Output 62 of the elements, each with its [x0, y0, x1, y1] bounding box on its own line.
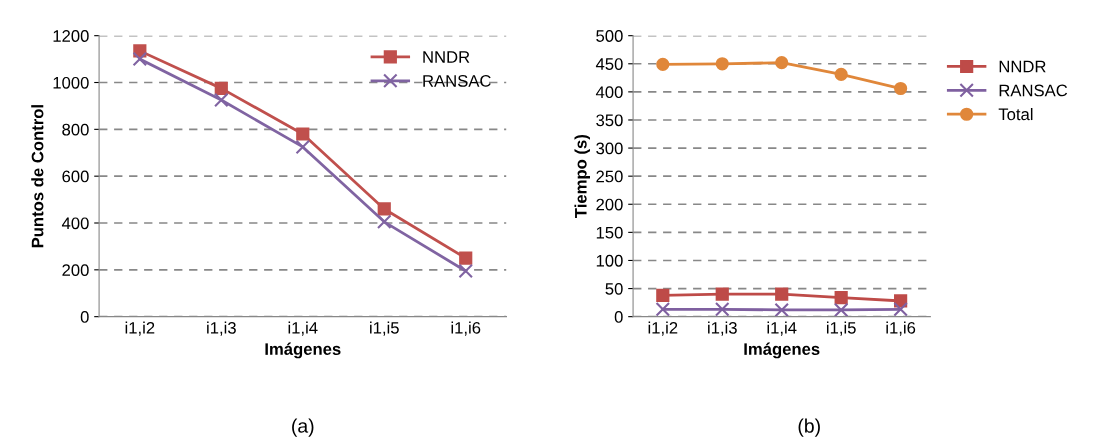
y-tick-label: 0 [80, 311, 89, 323]
y-tick-label: 200 [596, 198, 623, 211]
legend-label: NNDR [999, 60, 1046, 73]
point [459, 251, 473, 265]
point [214, 81, 228, 95]
point [775, 56, 789, 70]
point [132, 51, 148, 67]
point [296, 127, 310, 141]
y-axis-title: Tiempo (s) [574, 135, 590, 218]
y-tick-label: 350 [596, 114, 623, 127]
point [893, 302, 908, 317]
point [458, 263, 474, 279]
point [377, 202, 391, 216]
text: (b) [798, 418, 820, 437]
point [715, 287, 729, 301]
y-tick-label: 250 [596, 170, 623, 183]
point [834, 67, 848, 82]
point [656, 288, 670, 302]
y-tick-label: 450 [595, 58, 623, 70]
legend-label: RANSAC [423, 74, 491, 87]
point [774, 302, 789, 318]
y-tick-label: 150 [596, 226, 623, 239]
x-axis-title: Imágenes [265, 342, 341, 359]
x-tick-label: i1,i5 [370, 321, 399, 336]
y-tick-label: 1200 [53, 30, 89, 42]
x-tick-label: i1,i5 [826, 321, 856, 336]
y-tick-label: 100 [596, 254, 623, 267]
point [833, 302, 849, 318]
point [655, 302, 671, 317]
y-tick-label: 400 [595, 86, 623, 99]
y-tick-label: 50 [605, 282, 623, 295]
x-tick-label: i1,i3 [207, 321, 236, 336]
x-tick-label: i1,i6 [451, 321, 481, 336]
legend-label: Total [998, 107, 1033, 121]
x-tick-label: i1,i4 [767, 321, 797, 336]
y-tick-label: 0 [614, 311, 623, 323]
x-tick-label: i1,i6 [886, 321, 916, 336]
y-axis-title: Puntos de Control [31, 105, 44, 248]
x-tick-label: i1,i3 [708, 321, 737, 336]
text: (a) [292, 418, 314, 437]
point [775, 287, 789, 301]
point [295, 139, 311, 155]
point [715, 57, 729, 71]
point [714, 302, 730, 317]
x-tick-label: i1,i2 [648, 321, 678, 336]
y-tick-label: 600 [62, 170, 89, 183]
point [376, 214, 392, 230]
x-tick-label: i1,i4 [288, 321, 318, 336]
y-tick-label: 1000 [53, 76, 89, 89]
point [894, 81, 908, 96]
y-tick-label: 800 [62, 123, 89, 136]
legend-label: RANSAC [999, 84, 1068, 97]
y-tick-label: 400 [61, 217, 89, 230]
x-tick-label: i1,i2 [125, 321, 155, 336]
y-tick-label: 300 [596, 142, 623, 155]
point [214, 92, 229, 108]
y-tick-label: 500 [596, 30, 623, 42]
point [834, 290, 848, 305]
x-axis-title: Imágenes [744, 342, 820, 359]
y-tick-label: 200 [62, 264, 89, 277]
point [656, 57, 670, 71]
legend-label: NNDR [423, 51, 470, 63]
